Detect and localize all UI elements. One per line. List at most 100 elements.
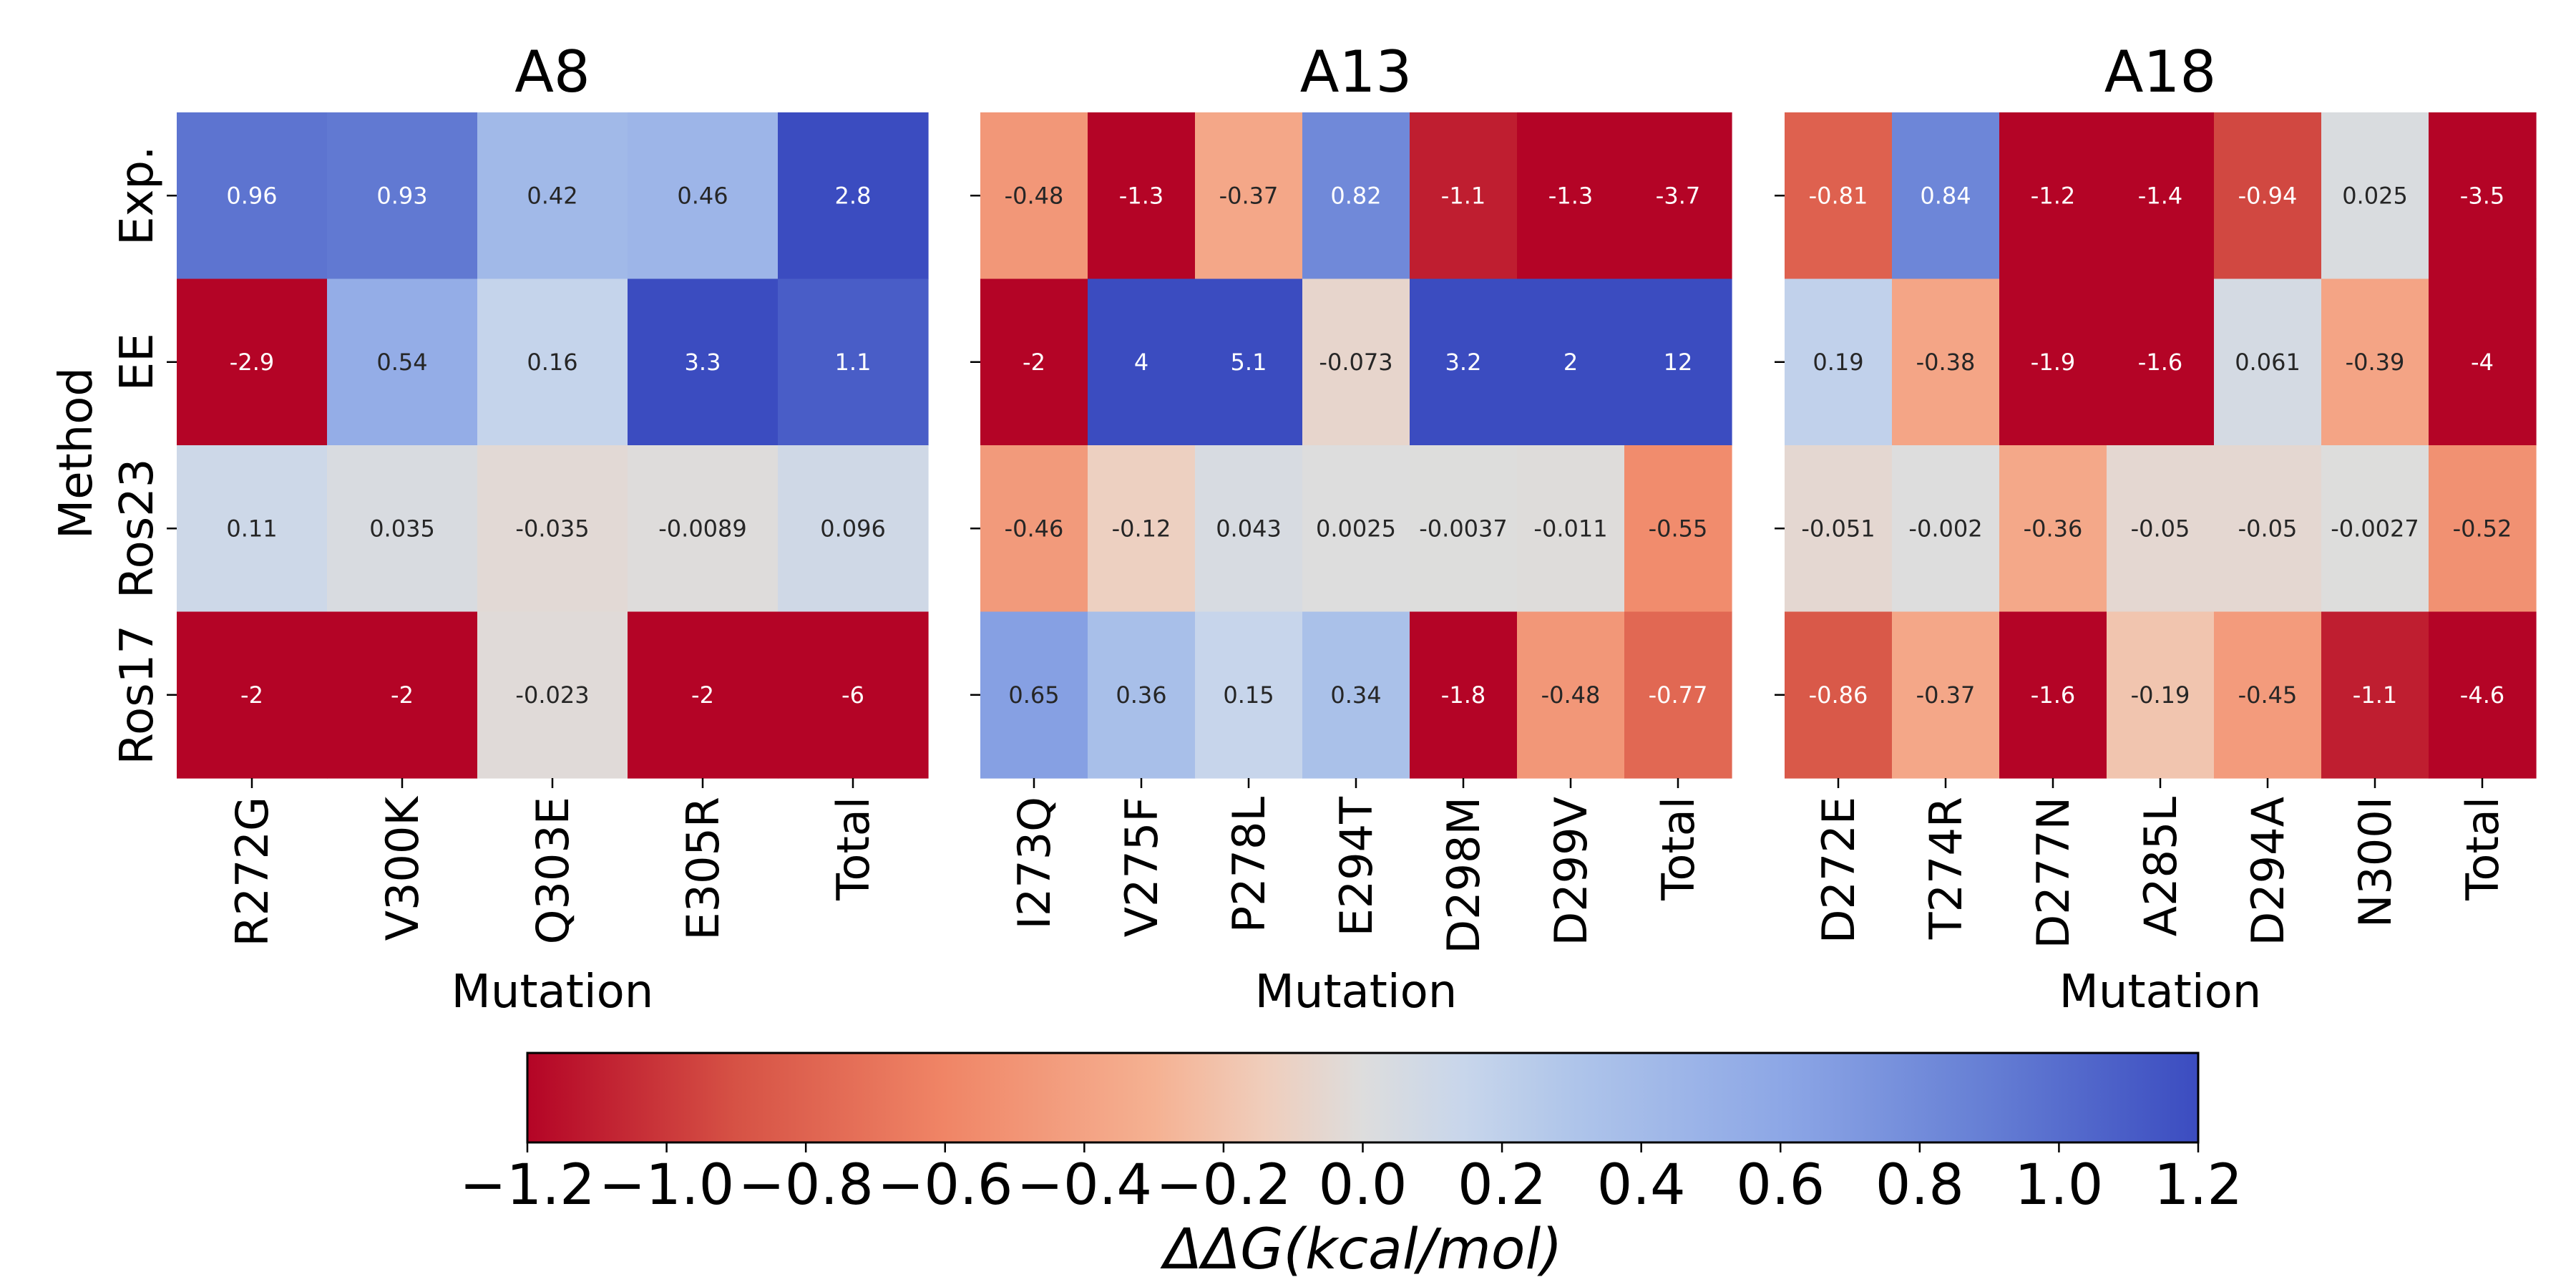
cell-value-label: 0.11 bbox=[226, 515, 277, 542]
heatmap-cell bbox=[2107, 278, 2215, 446]
heatmap-cell bbox=[1302, 611, 1410, 779]
cell-value-label: -1.1 bbox=[2353, 681, 2397, 709]
heatmap-cell bbox=[1088, 445, 1196, 613]
heatmap-cell bbox=[628, 112, 779, 280]
cell-value-label: -2 bbox=[691, 681, 714, 709]
heatmap-cell bbox=[1999, 278, 2107, 446]
colorbar: −1.2 −1.0 −0.8 −0.6 −0.4 −0.2 0.0 0.2 0.4 0.6 0.8 1… bbox=[459, 1052, 2243, 1277]
heatmap-cell bbox=[2214, 611, 2322, 779]
cell-value-label: -1.3 bbox=[1548, 182, 1593, 209]
heatmap-cell bbox=[1195, 278, 1303, 446]
cell-value-label: -3.5 bbox=[2460, 182, 2504, 209]
x-axis-label: Mutation bbox=[1255, 966, 1458, 1019]
colorbar-tick-label: 0.4 bbox=[1597, 1153, 1686, 1218]
cell-value-label: 4 bbox=[1134, 349, 1148, 376]
cell-value-label: -1.4 bbox=[2138, 182, 2182, 209]
y-tick-label: Ros23 bbox=[111, 458, 164, 598]
heatmap-cell bbox=[1088, 112, 1196, 280]
x-tick-label: N300I bbox=[2349, 797, 2401, 928]
heatmap-cell bbox=[778, 611, 929, 779]
heatmap-cell bbox=[1892, 278, 2000, 446]
heatmap-cell bbox=[477, 611, 628, 779]
x-tick-label: P278L bbox=[1223, 797, 1275, 933]
cell-value-label: -0.77 bbox=[1649, 681, 1708, 709]
colorbar-label: ΔΔG(kcal/mol) bbox=[1160, 1218, 1562, 1277]
x-axis-label: Mutation bbox=[452, 966, 654, 1019]
heatmap-cell bbox=[628, 611, 779, 779]
cell-value-label: 0.54 bbox=[376, 349, 427, 376]
cell-value-label: -0.46 bbox=[1005, 515, 1064, 542]
cell-value-label: 0.65 bbox=[1008, 681, 1059, 709]
cell-value-label: -2 bbox=[1023, 349, 1045, 376]
heatmap-cell bbox=[2107, 611, 2215, 779]
heatmap-cell bbox=[2214, 445, 2322, 613]
heatmap-cell bbox=[2107, 445, 2215, 613]
cell-value-label: 0.19 bbox=[1813, 349, 1863, 376]
x-tick-label: V300K bbox=[376, 796, 429, 941]
colorbar-tick-label: −0.6 bbox=[877, 1153, 1013, 1218]
cell-value-label: -2.9 bbox=[230, 349, 274, 376]
cell-value-label: -6 bbox=[841, 681, 864, 709]
x-tick-label: I273Q bbox=[1008, 797, 1060, 929]
cell-value-label: -0.38 bbox=[1916, 349, 1976, 376]
cell-value-label: 0.96 bbox=[226, 182, 277, 209]
heatmap-cell bbox=[2214, 112, 2322, 280]
cell-value-label: 3.2 bbox=[1445, 349, 1482, 376]
heatmap-cell bbox=[1410, 112, 1518, 280]
cell-value-label: -0.002 bbox=[1908, 515, 1982, 542]
x-tick-label: D294A bbox=[2242, 797, 2294, 946]
heatmap-cell bbox=[177, 278, 328, 446]
heatmap-cell bbox=[2429, 112, 2537, 280]
heatmap-cell bbox=[1195, 611, 1303, 779]
x-tick-label: Total bbox=[1652, 797, 1704, 901]
panel-title: A13 bbox=[1300, 39, 1413, 105]
heatmap-panel: A8 0.96 0.93 0.42 0.46 2.8 -2.9 0.54 0.16 3.3 1.1 0… bbox=[111, 39, 929, 1019]
cell-value-label: 0.93 bbox=[376, 182, 427, 209]
heatmap-cell bbox=[477, 112, 628, 280]
heatmap-cell bbox=[1785, 278, 1893, 446]
heatmap-panel: A13 -0.48 -1.3 -0.37 0.82 -1.1 -1.3 -3.7 -2 4 5.1 -… bbox=[970, 39, 1732, 1019]
heatmap-cell bbox=[2321, 445, 2429, 613]
cell-value-label: -0.05 bbox=[2131, 515, 2190, 542]
heatmap-cell bbox=[1892, 445, 2000, 613]
colorbar-tick-label: −0.2 bbox=[1156, 1153, 1291, 1218]
cell-value-label: -0.023 bbox=[515, 681, 589, 709]
cell-value-label: 0.42 bbox=[527, 182, 577, 209]
cell-value-label: 0.15 bbox=[1223, 681, 1274, 709]
cell-value-label: -1.3 bbox=[1119, 182, 1163, 209]
colorbar-tick-label: −0.8 bbox=[738, 1153, 873, 1218]
cell-value-label: -4.6 bbox=[2460, 681, 2504, 709]
colorbar-tick-label: 1.0 bbox=[2014, 1153, 2103, 1218]
heatmap-cell bbox=[2321, 611, 2429, 779]
heatmap-cell bbox=[1892, 112, 2000, 280]
heatmap-panels: A8 0.96 0.93 0.42 0.46 2.8 -2.9 0.54 0.16 3.3 1.1 0… bbox=[111, 39, 2537, 1019]
cell-value-label: 2 bbox=[1563, 349, 1578, 376]
heatmap-cell bbox=[1999, 445, 2107, 613]
cell-value-label: -2 bbox=[240, 681, 263, 709]
cell-value-label: -0.81 bbox=[1809, 182, 1868, 209]
heatmap-cell bbox=[1624, 445, 1732, 613]
heatmap-cell bbox=[1088, 611, 1196, 779]
cell-value-label: 1.1 bbox=[835, 349, 872, 376]
cell-value-label: -0.12 bbox=[1112, 515, 1171, 542]
x-tick-label: V275F bbox=[1116, 797, 1168, 937]
colorbar-tick-label: 0.0 bbox=[1318, 1153, 1407, 1218]
heatmap-cell bbox=[2429, 278, 2537, 446]
heatmap-cell bbox=[1892, 611, 2000, 779]
heatmap-cell bbox=[1302, 445, 1410, 613]
heatmap-cell bbox=[1785, 112, 1893, 280]
heatmap-cell bbox=[327, 611, 478, 779]
y-tick-label: Ros17 bbox=[111, 625, 164, 765]
heatmap-cell bbox=[1517, 445, 1625, 613]
heatmap-cell bbox=[1785, 611, 1893, 779]
heatmap-cell bbox=[177, 112, 328, 280]
heatmap-cell bbox=[477, 445, 628, 613]
cell-value-label: -1.6 bbox=[2138, 349, 2182, 376]
colorbar-ticks: −1.2 −1.0 −0.8 −0.6 −0.4 −0.2 0.0 0.2 0.4 0.6 0.8 1… bbox=[459, 1142, 2243, 1218]
cell-value-label: 0.043 bbox=[1216, 515, 1282, 542]
cell-value-label: -0.37 bbox=[1916, 681, 1976, 709]
x-tick-label: D277N bbox=[2027, 797, 2079, 948]
heatmap-cell bbox=[2429, 611, 2537, 779]
heatmap-cell bbox=[1999, 112, 2107, 280]
